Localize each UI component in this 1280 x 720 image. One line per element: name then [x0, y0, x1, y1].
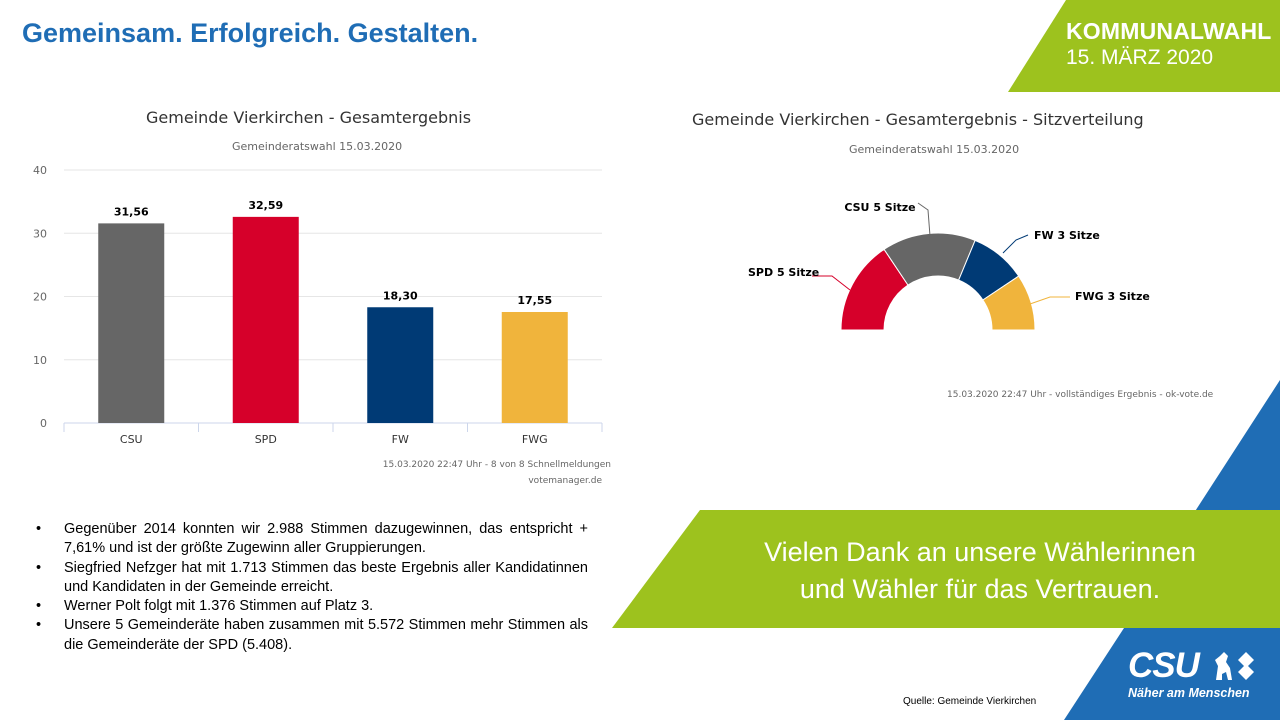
bullet-item: • Gegenüber 2014 konnten wir 2.988 Stimme…	[36, 520, 588, 559]
diamond-icon	[1238, 652, 1254, 680]
result-bullets: • Gegenüber 2014 konnten wir 2.988 Stimme…	[36, 520, 588, 655]
logo-name: CSU	[1128, 646, 1200, 685]
bar-chart-credit-source: votemanager.de	[528, 476, 602, 486]
bar-chart-subtitle: Gemeinderatswahl 15.03.2020	[232, 140, 403, 153]
bullet-text: Unsere 5 Gemeinderäte haben zusammen mit…	[64, 617, 588, 653]
logo-blue-band	[1062, 628, 1280, 720]
bullet-marker: •	[36, 559, 42, 576]
y-tick-label: 10	[33, 354, 47, 367]
seat-slice-fwg	[982, 275, 1036, 331]
bar-chart-title: Gemeinde Vierkirchen - Gesamtergebnis	[146, 108, 472, 127]
bar-spd	[232, 216, 299, 423]
y-tick-label: 40	[33, 164, 47, 177]
bullet-text: Siegfried Nefzger hat mit 1.713 Stimmen …	[64, 559, 588, 595]
thank-you-line-1: Vielen Dank an unsere Wählerinnen	[764, 537, 1196, 567]
seat-chart-credit: 15.03.2020 22:47 Uhr - vollständiges Erg…	[947, 390, 1214, 400]
seat-connector	[812, 275, 851, 291]
seat-chart-title: Gemeinde Vierkirchen - Gesamtergebnis - …	[692, 110, 1144, 129]
bullet-item: • Werner Polt folgt mit 1.376 Stimmen auf…	[36, 597, 588, 616]
lion-icon	[1215, 652, 1232, 680]
headline: Gemeinsam. Erfolgreich. Gestalten.	[22, 18, 479, 48]
seat-label: CSU 5 Sitze	[844, 201, 915, 214]
seat-chart-subtitle: Gemeinderatswahl 15.03.2020	[849, 143, 1020, 156]
bullet-text: Gegenüber 2014 konnten wir 2.988 Stimmen…	[64, 521, 588, 557]
y-tick-label: 20	[33, 291, 47, 304]
bar-fwg	[501, 311, 568, 423]
seat-connector	[1029, 296, 1070, 305]
bullet-marker: •	[36, 617, 42, 634]
seat-label: FWG 3 Sitze	[1075, 290, 1150, 303]
x-category-label: CSU	[120, 433, 143, 446]
bullet-item: • Unsere 5 Gemeinderäte haben zusammen mi…	[36, 616, 588, 655]
seat-chart: SPD 5 Sitze CSU 5 Sitze FW 3 Sitze FWG 3 Si…	[748, 201, 1150, 331]
y-tick-label: 0	[40, 417, 47, 430]
thanks-banner	[612, 510, 1280, 628]
bar-value-label: 18,30	[383, 289, 418, 302]
x-category-label: FWG	[522, 433, 548, 446]
seat-connector	[1002, 234, 1029, 254]
bar-value-label: 32,59	[248, 199, 283, 212]
logo-wordmark: CSU	[1128, 646, 1200, 686]
seat-label: SPD 5 Sitze	[748, 266, 819, 279]
bullet-text: Werner Polt folgt mit 1.376 Stimmen auf …	[64, 598, 374, 615]
source-note: Quelle: Gemeinde Vierkirchen	[903, 696, 1037, 707]
election-badge-date: 15. MÄRZ 2020	[1066, 46, 1214, 69]
bullet-marker: •	[36, 521, 42, 537]
seat-connector	[917, 202, 931, 237]
bullet-marker: •	[36, 598, 42, 615]
election-badge-title: KOMMUNALWAHL	[1066, 18, 1272, 44]
bar-value-label: 31,56	[114, 205, 149, 218]
badge-green-shape	[1008, 0, 1280, 92]
bar-chart-credit: 15.03.2020 22:47 Uhr - 8 von 8 Schnellme…	[382, 460, 611, 470]
y-tick-label: 30	[33, 227, 47, 240]
bar-value-label: 17,55	[517, 294, 552, 307]
bar-fw	[367, 307, 434, 423]
thank-you-line-2: und Wähler für das Vertrauen.	[799, 574, 1161, 604]
x-category-label: SPD	[255, 433, 277, 446]
logo-slogan: Näher am Menschen	[1128, 686, 1250, 700]
bar-chart: 0 10 20 30 40 31,56 CSU 32,59 SPD 18,30 FW 17,55 FWG	[33, 164, 603, 446]
bullet-item: • Siegfried Nefzger hat mit 1.713 Stimmen…	[36, 559, 588, 598]
logo-white-stripe	[1056, 628, 1124, 720]
thank-you-message: Vielen Dank an unsere Wählerinnen und Wä…	[700, 534, 1260, 608]
logo-icons	[1215, 652, 1254, 680]
x-category-label: FW	[392, 433, 409, 446]
bar-csu	[98, 223, 165, 423]
seat-label: FW 3 Sitze	[1034, 229, 1100, 242]
